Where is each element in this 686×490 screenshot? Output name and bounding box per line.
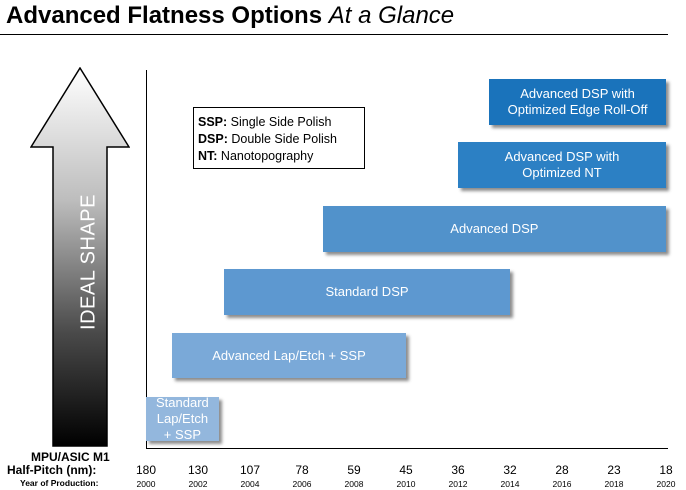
legend-abbr: NT: — [198, 149, 218, 163]
arrow-graphic — [29, 66, 131, 447]
year-tick-label: 2004 — [240, 479, 260, 489]
year-tick-label: 2006 — [292, 479, 312, 489]
half-pitch-tick-label: 45 — [399, 463, 413, 477]
legend-text: Single Side Polish — [227, 115, 332, 129]
half-pitch-tick-label: 107 — [239, 463, 261, 477]
half-pitch-tick-label: 180 — [135, 463, 157, 477]
timeline-bar-label: Standard Lap/Etch + SSP — [156, 395, 209, 442]
legend-text: Nanotopography — [217, 149, 314, 163]
year-tick-label: 2020 — [656, 479, 676, 489]
half-pitch-tick-label: 28 — [555, 463, 569, 477]
axis-row2-label: Half-Pitch (nm): — [7, 463, 97, 477]
half-pitch-tick-label: 78 — [295, 463, 309, 477]
title-sub: At a Glance — [328, 2, 455, 29]
page-title: Advanced Flatness Options At a Glance — [6, 2, 454, 30]
timeline-bar-label: Advanced DSP with Optimized NT — [504, 149, 620, 180]
axis-row1-label: MPU/ASIC M1 — [31, 450, 110, 464]
timeline-bar-label: Advanced DSP — [450, 221, 539, 236]
timeline-bar-label: Advanced Lap/Etch + SSP — [212, 347, 366, 363]
half-pitch-tick-label: 23 — [607, 463, 621, 477]
legend-item-dsp: DSP: Double Side Polish — [198, 131, 364, 148]
legend-abbr: DSP: — [198, 132, 228, 146]
y-axis-line — [146, 70, 147, 448]
half-pitch-tick-label: 32 — [503, 463, 517, 477]
timeline-bar: Advanced DSP with Optimized Edge Roll-Of… — [489, 79, 666, 125]
year-tick-label: 2016 — [552, 479, 572, 489]
year-tick-label: 2018 — [604, 479, 624, 489]
year-tick-label: 2002 — [188, 479, 208, 489]
year-tick-label: 2012 — [448, 479, 468, 489]
timeline-bar-label: Advanced DSP with Optimized Edge Roll-Of… — [507, 86, 648, 117]
axis-row3-label: Year of Production: — [20, 478, 99, 488]
title-divider — [0, 34, 668, 35]
year-tick-label: 2008 — [344, 479, 364, 489]
half-pitch-tick-label: 59 — [347, 463, 361, 477]
year-tick-label: 2014 — [500, 479, 520, 489]
ideal-shape-label: IDEAL SHAPE — [77, 194, 100, 330]
half-pitch-tick-label: 130 — [187, 463, 209, 477]
x-axis-line — [146, 448, 668, 449]
legend-box: SSP: Single Side Polish DSP: Double Side… — [193, 107, 365, 169]
legend-abbr: SSP: — [198, 115, 228, 129]
timeline-bar: Standard Lap/Etch + SSP — [146, 395, 219, 442]
year-tick-label: 2000 — [136, 479, 156, 489]
ideal-shape-arrow — [29, 66, 131, 447]
timeline-bar: Advanced DSP with Optimized NT — [458, 142, 666, 188]
legend-item-nt: NT: Nanotopography — [198, 148, 364, 165]
timeline-bar-label: Standard DSP — [325, 284, 409, 299]
legend-text: Double Side Polish — [227, 132, 337, 146]
legend-item-ssp: SSP: Single Side Polish — [198, 114, 364, 131]
half-pitch-tick-label: 36 — [451, 463, 465, 477]
timeline-bar: Advanced Lap/Etch + SSP — [172, 333, 406, 378]
year-tick-label: 2010 — [396, 479, 416, 489]
timeline-bar: Standard DSP — [224, 269, 510, 315]
timeline-bar: Advanced DSP — [322, 206, 666, 252]
half-pitch-tick-label: 18 — [659, 463, 673, 477]
title-main: Advanced Flatness Options — [6, 2, 323, 29]
